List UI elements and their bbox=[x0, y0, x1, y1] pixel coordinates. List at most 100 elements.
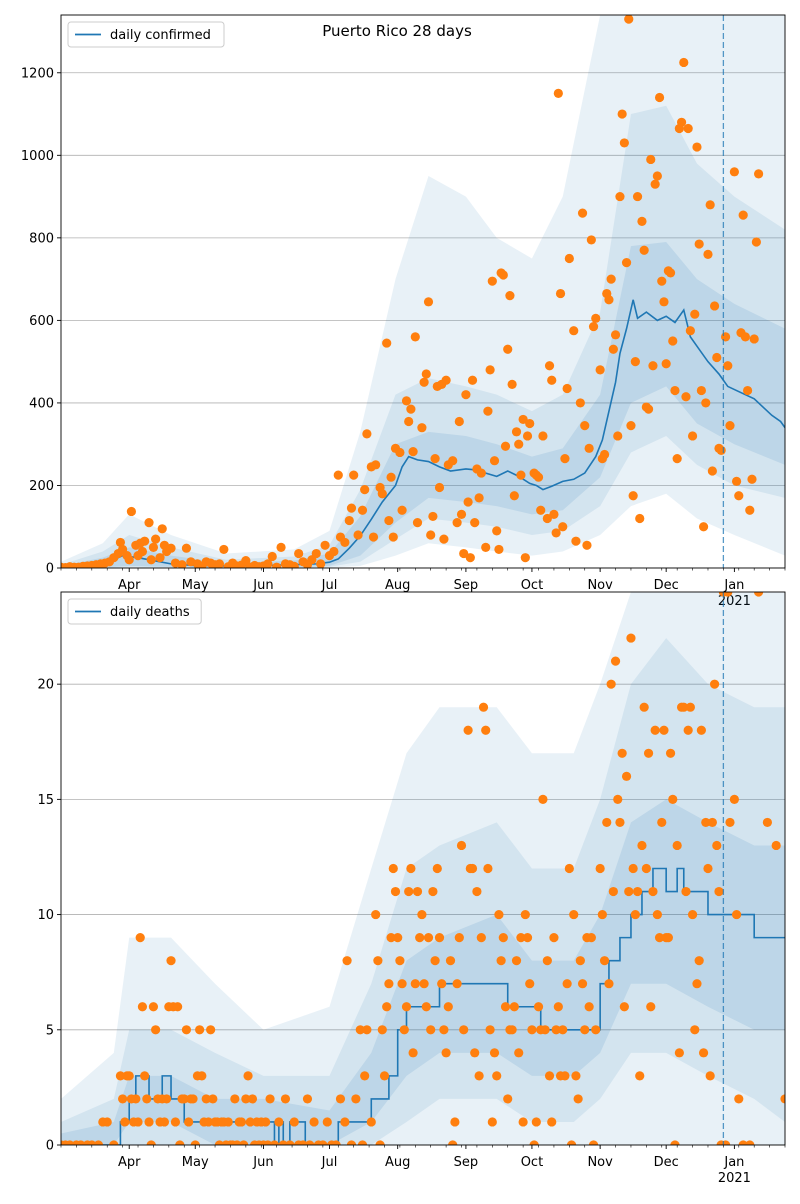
data-point bbox=[591, 313, 601, 323]
data-point bbox=[597, 909, 607, 920]
y-tick-label: 20 bbox=[37, 678, 54, 693]
data-point bbox=[454, 933, 464, 943]
data-point bbox=[575, 956, 585, 966]
data-point bbox=[762, 817, 772, 828]
y-tick-label: 800 bbox=[29, 231, 54, 246]
data-point bbox=[520, 553, 530, 563]
data-point bbox=[371, 460, 381, 470]
data-point bbox=[223, 1117, 233, 1127]
data-point bbox=[522, 431, 533, 441]
data-point bbox=[382, 1002, 392, 1012]
data-point bbox=[124, 555, 134, 565]
data-point bbox=[360, 1071, 370, 1081]
data-point bbox=[137, 1002, 148, 1012]
data-point bbox=[390, 886, 401, 897]
data-point bbox=[621, 771, 632, 781]
data-point bbox=[276, 542, 286, 552]
data-point bbox=[492, 526, 502, 536]
data-point bbox=[366, 1117, 376, 1127]
data-point bbox=[481, 542, 491, 552]
data-point bbox=[511, 956, 522, 966]
data-point bbox=[692, 142, 702, 152]
data-point bbox=[729, 794, 739, 804]
data-point bbox=[538, 794, 548, 804]
data-point bbox=[522, 933, 533, 943]
data-point bbox=[584, 1002, 594, 1012]
data-point bbox=[289, 561, 299, 568]
data-point bbox=[595, 365, 605, 375]
data-point bbox=[734, 491, 744, 501]
data-point bbox=[126, 506, 137, 517]
data-point bbox=[463, 725, 473, 735]
data-point bbox=[705, 1071, 715, 1081]
data-point bbox=[166, 543, 176, 553]
data-point bbox=[245, 1117, 255, 1127]
data-point bbox=[190, 1140, 200, 1145]
data-point bbox=[564, 863, 574, 874]
data-point bbox=[665, 748, 676, 758]
data-point bbox=[109, 1140, 119, 1145]
data-point bbox=[549, 933, 559, 943]
data-point bbox=[346, 503, 357, 513]
data-point bbox=[426, 530, 436, 540]
data-point bbox=[322, 1117, 332, 1127]
data-point bbox=[503, 1094, 513, 1104]
legend-box bbox=[67, 21, 225, 48]
data-point bbox=[562, 383, 572, 394]
data-point bbox=[492, 1071, 502, 1081]
data-point bbox=[272, 562, 282, 568]
data-point bbox=[672, 840, 682, 851]
x-tick-label: Jan bbox=[723, 578, 744, 593]
data-point bbox=[406, 863, 416, 874]
data-point bbox=[181, 1025, 192, 1035]
data-point bbox=[529, 1140, 539, 1145]
data-point bbox=[698, 522, 709, 532]
data-point bbox=[514, 1048, 524, 1058]
data-point bbox=[377, 1025, 387, 1035]
data-point bbox=[573, 1094, 583, 1104]
data-point bbox=[690, 1025, 700, 1035]
data-point bbox=[591, 1025, 601, 1035]
data-point bbox=[399, 1025, 409, 1035]
data-point bbox=[133, 1117, 143, 1127]
data-point bbox=[731, 476, 742, 486]
data-point bbox=[241, 1094, 251, 1104]
data-point bbox=[230, 1094, 240, 1104]
data-point bbox=[412, 886, 423, 897]
data-point bbox=[386, 472, 396, 482]
data-point bbox=[683, 725, 693, 735]
data-point bbox=[408, 1048, 418, 1058]
data-point bbox=[170, 1117, 181, 1127]
x-tick-label: Jul bbox=[321, 578, 338, 593]
data-point bbox=[448, 1140, 458, 1145]
data-point bbox=[555, 288, 566, 299]
data-point bbox=[214, 559, 225, 568]
data-point bbox=[137, 546, 148, 557]
data-point bbox=[705, 200, 715, 210]
data-point bbox=[93, 1140, 104, 1145]
data-point bbox=[316, 559, 326, 568]
data-point bbox=[514, 439, 524, 449]
data-point bbox=[465, 553, 475, 563]
data-point bbox=[635, 513, 645, 524]
data-point bbox=[408, 447, 418, 457]
data-point bbox=[511, 427, 522, 437]
data-point bbox=[562, 979, 572, 989]
data-point bbox=[745, 1140, 755, 1145]
legend-label: daily deaths bbox=[110, 605, 190, 620]
data-point bbox=[340, 1117, 350, 1127]
data-point bbox=[683, 123, 693, 134]
data-point bbox=[751, 237, 761, 247]
data-point bbox=[434, 933, 445, 943]
data-point bbox=[489, 1048, 500, 1058]
data-point bbox=[349, 470, 359, 480]
x-tick-label: Aug bbox=[385, 1155, 410, 1170]
x-tick-year-label: 2021 bbox=[718, 594, 751, 609]
data-point bbox=[494, 544, 504, 555]
y-tick-label: 400 bbox=[29, 396, 54, 411]
data-point bbox=[619, 138, 629, 148]
data-point bbox=[140, 1071, 150, 1081]
data-point bbox=[371, 909, 381, 920]
data-point bbox=[162, 1094, 172, 1104]
